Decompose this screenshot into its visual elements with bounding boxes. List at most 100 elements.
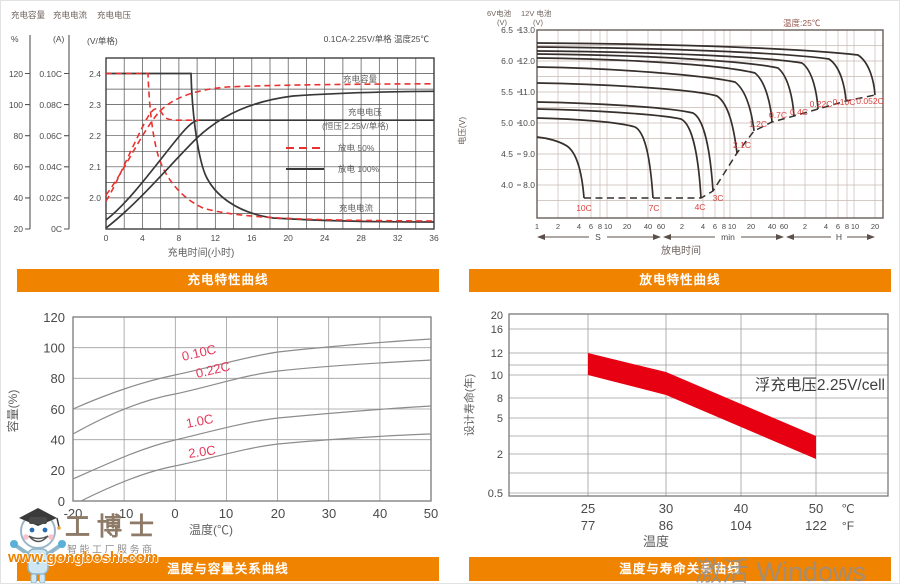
svg-text:2.0: 2.0: [89, 193, 101, 203]
svg-text:20: 20: [51, 463, 65, 478]
charge-banner-title: 充电特性曲线: [187, 273, 269, 287]
curve-rate-labels: 10C 7C 4C 3C 2.1C 1.2C 0.7C 0.4C 0.22C 0…: [576, 96, 884, 213]
legend-100pct-label: 放电 100%: [338, 164, 380, 174]
svg-text:80: 80: [51, 371, 65, 386]
svg-text:6.5: 6.5: [501, 25, 513, 35]
svg-text:10: 10: [491, 370, 503, 382]
float-voltage-annotation: 浮充电压2.25V/cell: [755, 376, 885, 394]
svg-text:8: 8: [497, 393, 503, 405]
x-axis-sections: S min H: [537, 232, 875, 242]
svg-text:2: 2: [556, 222, 560, 231]
temperature-life-chart: 浮充电压2.25V/cell 20 16 12 10 8 5 2 0.5 设计寿…: [462, 310, 889, 549]
svg-text:120: 120: [9, 69, 23, 79]
cutoff-dashed-line: [584, 94, 876, 199]
svg-text:8.0: 8.0: [523, 180, 535, 190]
svg-text:4: 4: [824, 222, 828, 231]
svg-text:24: 24: [320, 233, 330, 243]
header-current-label: 充电电流: [53, 10, 88, 20]
svg-text:0.10C: 0.10C: [833, 97, 856, 107]
svg-text:28: 28: [356, 233, 366, 243]
curve-0.10C: [72, 338, 432, 410]
svg-text:86: 86: [659, 518, 673, 533]
svg-text:1.0C: 1.0C: [185, 411, 215, 431]
grid: [536, 29, 884, 219]
svg-text:40: 40: [51, 433, 65, 448]
svg-text:2: 2: [803, 222, 807, 231]
fahrenheit-unit: °F: [842, 519, 854, 533]
svg-text:32: 32: [393, 233, 403, 243]
svg-text:16: 16: [247, 233, 257, 243]
svg-text:min: min: [721, 232, 735, 242]
charge-curves: [105, 72, 435, 229]
svg-text:0.22C: 0.22C: [810, 99, 833, 109]
svg-text:20: 20: [271, 506, 285, 521]
activate-windows-watermark: 激活 Windows: [695, 557, 867, 584]
svg-text:5.0: 5.0: [501, 118, 513, 128]
svg-text:充电电流: 充电电流: [339, 203, 374, 213]
temperature-capacity-chart: 0.10C 0.22C 1.0C 2.0C 120 100 80 60 40 2…: [5, 310, 438, 537]
svg-text:6: 6: [713, 222, 717, 231]
svg-text:40: 40: [734, 501, 748, 516]
current-50pct-curve: [106, 72, 435, 222]
svg-text:2.2: 2.2: [89, 131, 101, 141]
discharge-temperature: 温度:25℃: [783, 18, 821, 28]
svg-text:50: 50: [424, 506, 438, 521]
voltage-50pct-curve: [105, 108, 199, 202]
svg-text:30: 30: [322, 506, 336, 521]
legend-50pct-label: 放电 50%: [338, 143, 375, 153]
tempcap-banner-title: 温度与容量关系曲线: [167, 562, 289, 576]
svg-text:12: 12: [491, 348, 503, 360]
svg-text:100: 100: [43, 341, 65, 356]
capacity-50pct-curve: [105, 83, 435, 196]
gongboshi-url: www.gongboshi.com: [8, 549, 159, 566]
svg-text:0C: 0C: [51, 224, 62, 234]
svg-text:0.10C: 0.10C: [39, 69, 62, 79]
svg-text:60: 60: [51, 402, 65, 417]
voltage-axis-unit: (V/单格): [87, 36, 118, 46]
svg-text:(V): (V): [533, 18, 544, 27]
svg-text:12.0: 12.0: [518, 56, 535, 66]
svg-text:0: 0: [171, 506, 178, 521]
svg-text:13.0: 13.0: [518, 25, 535, 35]
discharge-characteristics-chart: 6V电池 (V) 12V 电池 (V) 温度:25℃ 6.5 6.0 5.5 5…: [457, 8, 884, 257]
x-axis-labels: 0 4 8 12 16 20 24 28 32 36 充电时间(小时): [104, 233, 439, 259]
y-axis-labels: 20 16 12 10 8 5 2 0.5: [488, 310, 503, 500]
svg-text:(V): (V): [497, 18, 508, 27]
svg-text:10C: 10C: [576, 203, 592, 213]
life-x-axis-title: 温度: [643, 534, 669, 549]
charge-legend: 放电 50% 放电 100%: [286, 143, 380, 174]
curve-7C: [536, 117, 654, 199]
curve-1.0C: [72, 405, 432, 480]
discharge-curves: [536, 42, 876, 199]
svg-text:60: 60: [657, 222, 665, 231]
svg-text:4: 4: [577, 222, 581, 231]
curve-4C: [536, 108, 702, 199]
svg-text:S: S: [595, 232, 601, 242]
y-axis-labels: 120 100 80 60 40 20 0: [43, 310, 65, 509]
svg-text:12: 12: [211, 233, 221, 243]
curve-annotations: 充电容量 充电电压 (恒压 2.25V/单格) 充电电流: [322, 74, 389, 213]
voltage-axis-ticks: 2.4 2.3 2.2 2.1 2.0: [89, 69, 101, 203]
discharge-banner-title: 放电特性曲线: [639, 273, 721, 287]
svg-text:20: 20: [14, 224, 24, 234]
svg-text:2.3: 2.3: [89, 100, 101, 110]
svg-text:10: 10: [728, 222, 736, 231]
svg-text:0.10C: 0.10C: [180, 342, 217, 364]
charging-characteristics-chart: 充电容量 充电电流 充电电压 % (A) (V/单格) 0.1CA-2.25V/…: [9, 10, 439, 259]
svg-text:10: 10: [851, 222, 859, 231]
gongboshi-brand: 工博士: [65, 512, 162, 541]
svg-text:77: 77: [581, 518, 595, 533]
svg-text:0.08C: 0.08C: [39, 100, 62, 110]
svg-text:充电容量: 充电容量: [343, 74, 378, 84]
svg-text:60: 60: [780, 222, 788, 231]
svg-text:0.5: 0.5: [488, 488, 503, 500]
discharge-y-axis-title: 电压(V): [457, 117, 467, 146]
svg-text:50: 50: [809, 501, 823, 516]
svg-text:20: 20: [623, 222, 631, 231]
svg-text:4: 4: [140, 233, 145, 243]
charge-chart-banner: 充电特性曲线: [17, 269, 439, 292]
svg-text:1.2C: 1.2C: [749, 119, 767, 129]
svg-text:8: 8: [722, 222, 726, 231]
header-capacity-label: 充电容量: [11, 10, 46, 20]
tempcap-chart-banner: 温度与容量关系曲线: [17, 557, 439, 581]
